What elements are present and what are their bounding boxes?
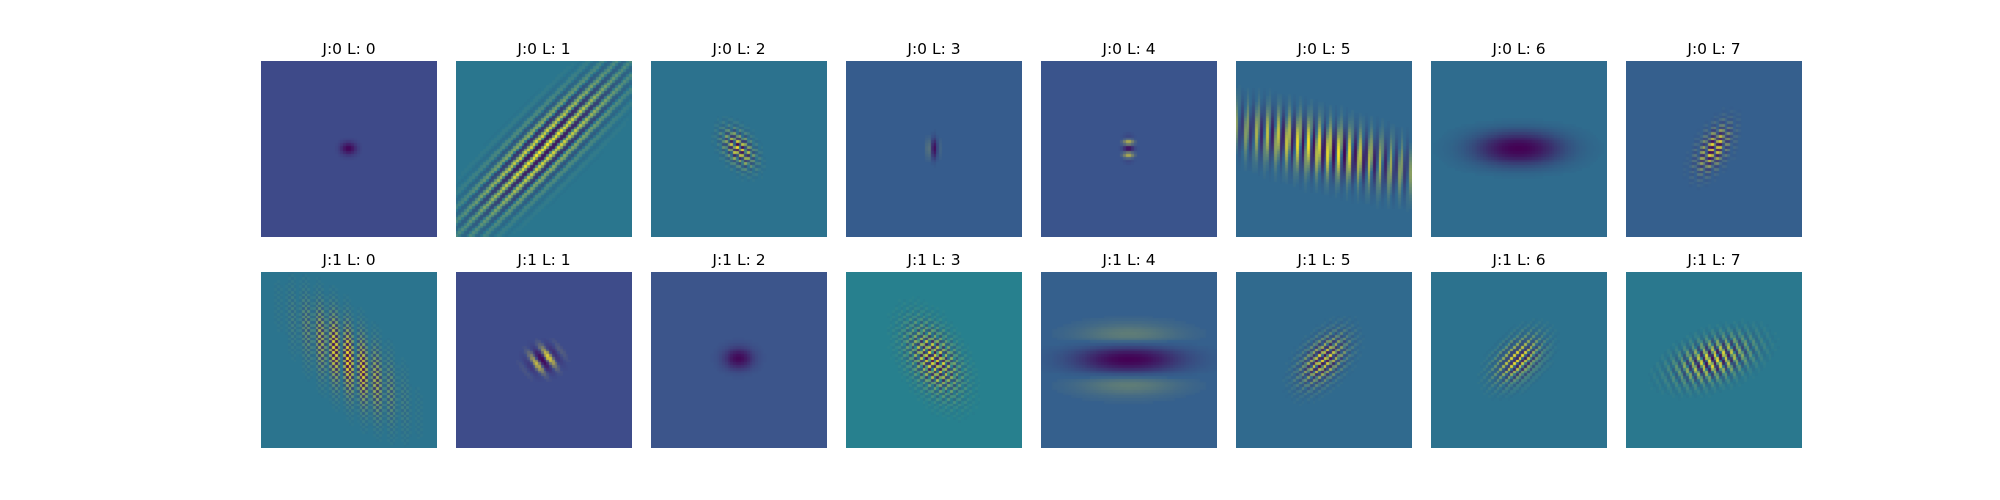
panel-title: J:1 L: 3	[907, 251, 961, 269]
filter-panel: J:0 L: 3	[846, 39, 1022, 237]
panel-title: J:1 L: 2	[712, 251, 766, 269]
filter-image	[456, 272, 632, 448]
filter-image	[1041, 61, 1217, 237]
filter-panel: J:0 L: 5	[1236, 39, 1412, 237]
filter-panel: J:0 L: 6	[1431, 39, 1607, 237]
filter-image	[1431, 61, 1607, 237]
filter-panel: J:0 L: 4	[1041, 39, 1217, 237]
panel-title: J:0 L: 2	[712, 40, 766, 58]
panel-title: J:1 L: 7	[1687, 251, 1741, 269]
panel-title: J:0 L: 5	[1297, 40, 1351, 58]
filter-image	[651, 272, 827, 448]
panel-title: J:1 L: 0	[322, 251, 376, 269]
panel-title: J:1 L: 5	[1297, 251, 1351, 269]
filter-image	[1626, 272, 1802, 448]
panel-title: J:0 L: 7	[1687, 40, 1741, 58]
filter-image	[1626, 61, 1802, 237]
filter-panel: J:1 L: 0	[261, 250, 437, 448]
filter-panel: J:1 L: 4	[1041, 250, 1217, 448]
filter-image	[1236, 272, 1412, 448]
filter-image	[261, 61, 437, 237]
panel-title: J:1 L: 1	[517, 251, 571, 269]
panel-title: J:0 L: 4	[1102, 40, 1156, 58]
panel-title: J:0 L: 6	[1492, 40, 1546, 58]
filter-image	[651, 61, 827, 237]
panel-title: J:0 L: 1	[517, 40, 571, 58]
filter-panel: J:0 L: 1	[456, 39, 632, 237]
filter-panel: J:1 L: 2	[651, 250, 827, 448]
filter-panel: J:1 L: 3	[846, 250, 1022, 448]
panel-title: J:1 L: 6	[1492, 251, 1546, 269]
filter-image	[456, 61, 632, 237]
filter-image	[846, 61, 1022, 237]
filter-panel: J:1 L: 6	[1431, 250, 1607, 448]
filter-image	[846, 272, 1022, 448]
filter-panel: J:0 L: 2	[651, 39, 827, 237]
panel-title: J:0 L: 0	[322, 40, 376, 58]
filter-panel: J:0 L: 0	[261, 39, 437, 237]
panel-title: J:0 L: 3	[907, 40, 961, 58]
filter-panel: J:1 L: 1	[456, 250, 632, 448]
filter-image	[1236, 61, 1412, 237]
panel-title: J:1 L: 4	[1102, 251, 1156, 269]
filter-panel: J:1 L: 5	[1236, 250, 1412, 448]
filter-panel: J:0 L: 7	[1626, 39, 1802, 237]
filter-image	[261, 272, 437, 448]
filter-image	[1041, 272, 1217, 448]
filter-panel: J:1 L: 7	[1626, 250, 1802, 448]
filter-image	[1431, 272, 1607, 448]
